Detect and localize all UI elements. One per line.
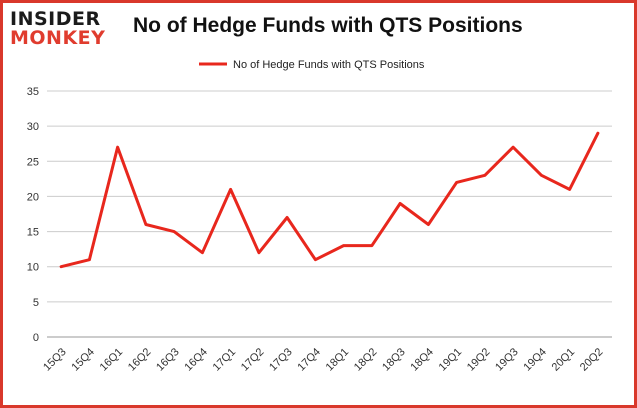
data-point-19Q2 <box>483 174 487 177</box>
x-tick-label-18Q2: 18Q2 <box>352 346 380 374</box>
logo-line-1: INSIDER <box>10 8 101 30</box>
data-point-20Q1 <box>568 188 571 191</box>
x-tick-label-19Q1: 19Q1 <box>437 346 465 374</box>
y-tick-label-25: 25 <box>27 156 39 168</box>
data-point-18Q2 <box>370 244 374 247</box>
legend-label: No of Hedge Funds with QTS Positions <box>233 59 425 71</box>
data-point-16Q1 <box>116 146 119 149</box>
data-point-17Q2 <box>257 251 261 254</box>
y-tick-label-0: 0 <box>33 332 39 344</box>
data-point-16Q4 <box>201 251 204 254</box>
data-point-17Q4 <box>314 258 317 261</box>
x-tick-label-20Q1: 20Q1 <box>550 346 578 374</box>
data-point-19Q1 <box>455 181 458 184</box>
data-point-18Q1 <box>342 244 345 247</box>
x-tick-label-16Q2: 16Q2 <box>126 346 154 374</box>
x-tick-label-18Q4: 18Q4 <box>408 346 436 374</box>
chart-title: No of Hedge Funds with QTS Positions <box>133 14 523 37</box>
insider-monkey-logo: INSIDER MONKEY <box>10 10 122 52</box>
x-tick-label-17Q3: 17Q3 <box>267 346 295 374</box>
x-tick-label-20Q2: 20Q2 <box>578 346 606 374</box>
x-tick-label-19Q2: 19Q2 <box>465 346 493 374</box>
y-tick-label-10: 10 <box>27 262 39 274</box>
data-point-17Q1 <box>229 188 232 191</box>
x-tick-label-17Q4: 17Q4 <box>295 346 323 374</box>
x-tick-label-15Q4: 15Q4 <box>69 346 97 374</box>
x-tick-label-18Q1: 18Q1 <box>324 346 352 374</box>
data-point-15Q3 <box>59 265 63 268</box>
y-tick-label-35: 35 <box>27 86 39 98</box>
data-point-15Q4 <box>88 258 91 261</box>
x-tick-label-16Q3: 16Q3 <box>154 346 182 374</box>
data-point-18Q3 <box>398 202 402 205</box>
data-point-19Q3 <box>511 146 515 149</box>
data-point-20Q2 <box>596 131 600 135</box>
data-point-16Q3 <box>172 230 176 233</box>
logo-line-2: MONKEY <box>10 27 106 49</box>
x-tick-label-17Q2: 17Q2 <box>239 346 267 374</box>
series-line-0 <box>59 131 600 269</box>
data-point-16Q2 <box>144 223 148 226</box>
y-tick-label-30: 30 <box>27 121 39 133</box>
data-point-18Q4 <box>427 223 430 226</box>
data-point-17Q3 <box>285 216 289 219</box>
data-point-19Q4 <box>540 174 543 177</box>
x-tick-label-16Q4: 16Q4 <box>182 346 210 374</box>
x-tick-label-19Q3: 19Q3 <box>493 346 521 374</box>
x-tick-label-16Q1: 16Q1 <box>98 346 126 374</box>
x-tick-label-18Q3: 18Q3 <box>380 346 408 374</box>
y-tick-label-5: 5 <box>33 297 39 309</box>
x-tick-label-15Q3: 15Q3 <box>41 346 69 374</box>
x-tick-label-17Q1: 17Q1 <box>211 346 239 374</box>
y-tick-label-20: 20 <box>27 191 39 203</box>
y-tick-label-15: 15 <box>27 227 39 239</box>
x-tick-label-19Q4: 19Q4 <box>521 346 549 374</box>
